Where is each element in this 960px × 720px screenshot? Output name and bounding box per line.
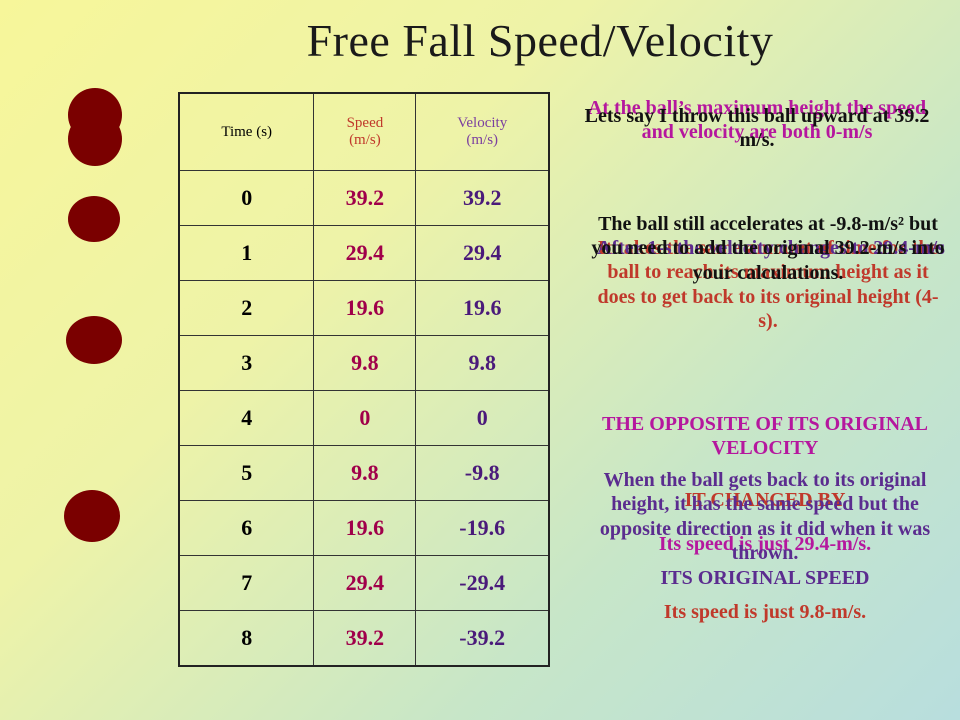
speed-velocity-table: Time (s) Speed (m/s) Velocity (m/s) 0 39.2 3… [178,92,550,667]
velocity-cell: -19.6 [415,500,550,556]
table-header-row: Time (s) Speed (m/s) Velocity (m/s) [178,92,550,171]
note-changed-by: IT CHANGED BY [684,489,846,511]
speed-cell: 9.8 [313,445,417,501]
time-cell: 2 [178,280,315,336]
time-cell: 7 [178,555,315,611]
speed-cell: 39.2 [313,170,417,226]
ball-position-5 [64,490,120,542]
velocity-cell: -9.8 [415,445,550,501]
note-accelerates: The ball still accelerates at -9.8-m/s² … [591,213,945,284]
table-row: 7 29.4 -29.4 [178,555,550,611]
speed-cell: 29.4 [313,555,417,611]
note-original-speed: ITS ORIGINAL SPEED [660,567,870,589]
table-row: 2 19.6 19.6 [178,280,550,336]
table-row: 0 39.2 39.2 [178,170,550,226]
time-cell: 0 [178,170,315,226]
speed-cell: 9.8 [313,335,417,391]
time-cell: 5 [178,445,315,501]
note-speed-98: Its speed is just 9.8-m/s. [663,601,867,623]
note-throw-up: Lets say I throw this ball upward at 39.… [584,105,930,152]
note-speed-294: Its speed is just 29.4-m/s. [658,533,872,555]
speed-cell: 19.6 [313,500,417,556]
header-time: Time (s) [178,92,315,171]
header-velocity: Velocity (m/s) [415,92,550,171]
note-velocity-changes: After 1-s the velocity changes to 29.4-m… [597,237,945,259]
time-cell: 3 [178,335,315,391]
velocity-cell: -39.2 [415,610,550,667]
table-row: 8 39.2 -39.2 [178,610,550,667]
speed-cell: 19.6 [313,280,417,336]
velocity-cell: 0 [415,390,550,446]
velocity-cell: 9.8 [415,335,550,391]
table-row: 6 19.6 -19.6 [178,500,550,556]
note-same-time: It takes the same amount of time for the… [597,237,939,333]
velocity-cell: 29.4 [415,225,550,281]
velocity-cell: -29.4 [415,555,550,611]
note-max-height: At the ball’s maximum height the speed a… [587,97,927,144]
time-cell: 6 [178,500,315,556]
velocity-cell: 19.6 [415,280,550,336]
time-cell: 4 [178,390,315,446]
speed-cell: 29.4 [313,225,417,281]
note-opposite: THE OPPOSITE OF ITS ORIGINAL VELOCITY [602,413,928,460]
speed-cell: 39.2 [313,610,417,667]
table-row: 3 9.8 9.8 [178,335,550,391]
ball-position-2 [68,112,122,166]
speed-cell: 0 [313,390,417,446]
slide-title: Free Fall Speed/Velocity [306,15,774,66]
time-cell: 1 [178,225,315,281]
table-row: 5 9.8 -9.8 [178,445,550,501]
time-cell: 8 [178,610,315,667]
velocity-cell: 39.2 [415,170,550,226]
ball-position-4 [66,316,122,364]
table-row: 1 29.4 29.4 [178,225,550,281]
note-back-original: When the ball gets back to its original … [599,469,931,565]
header-speed: Speed (m/s) [313,92,417,171]
ball-position-3 [68,196,120,242]
